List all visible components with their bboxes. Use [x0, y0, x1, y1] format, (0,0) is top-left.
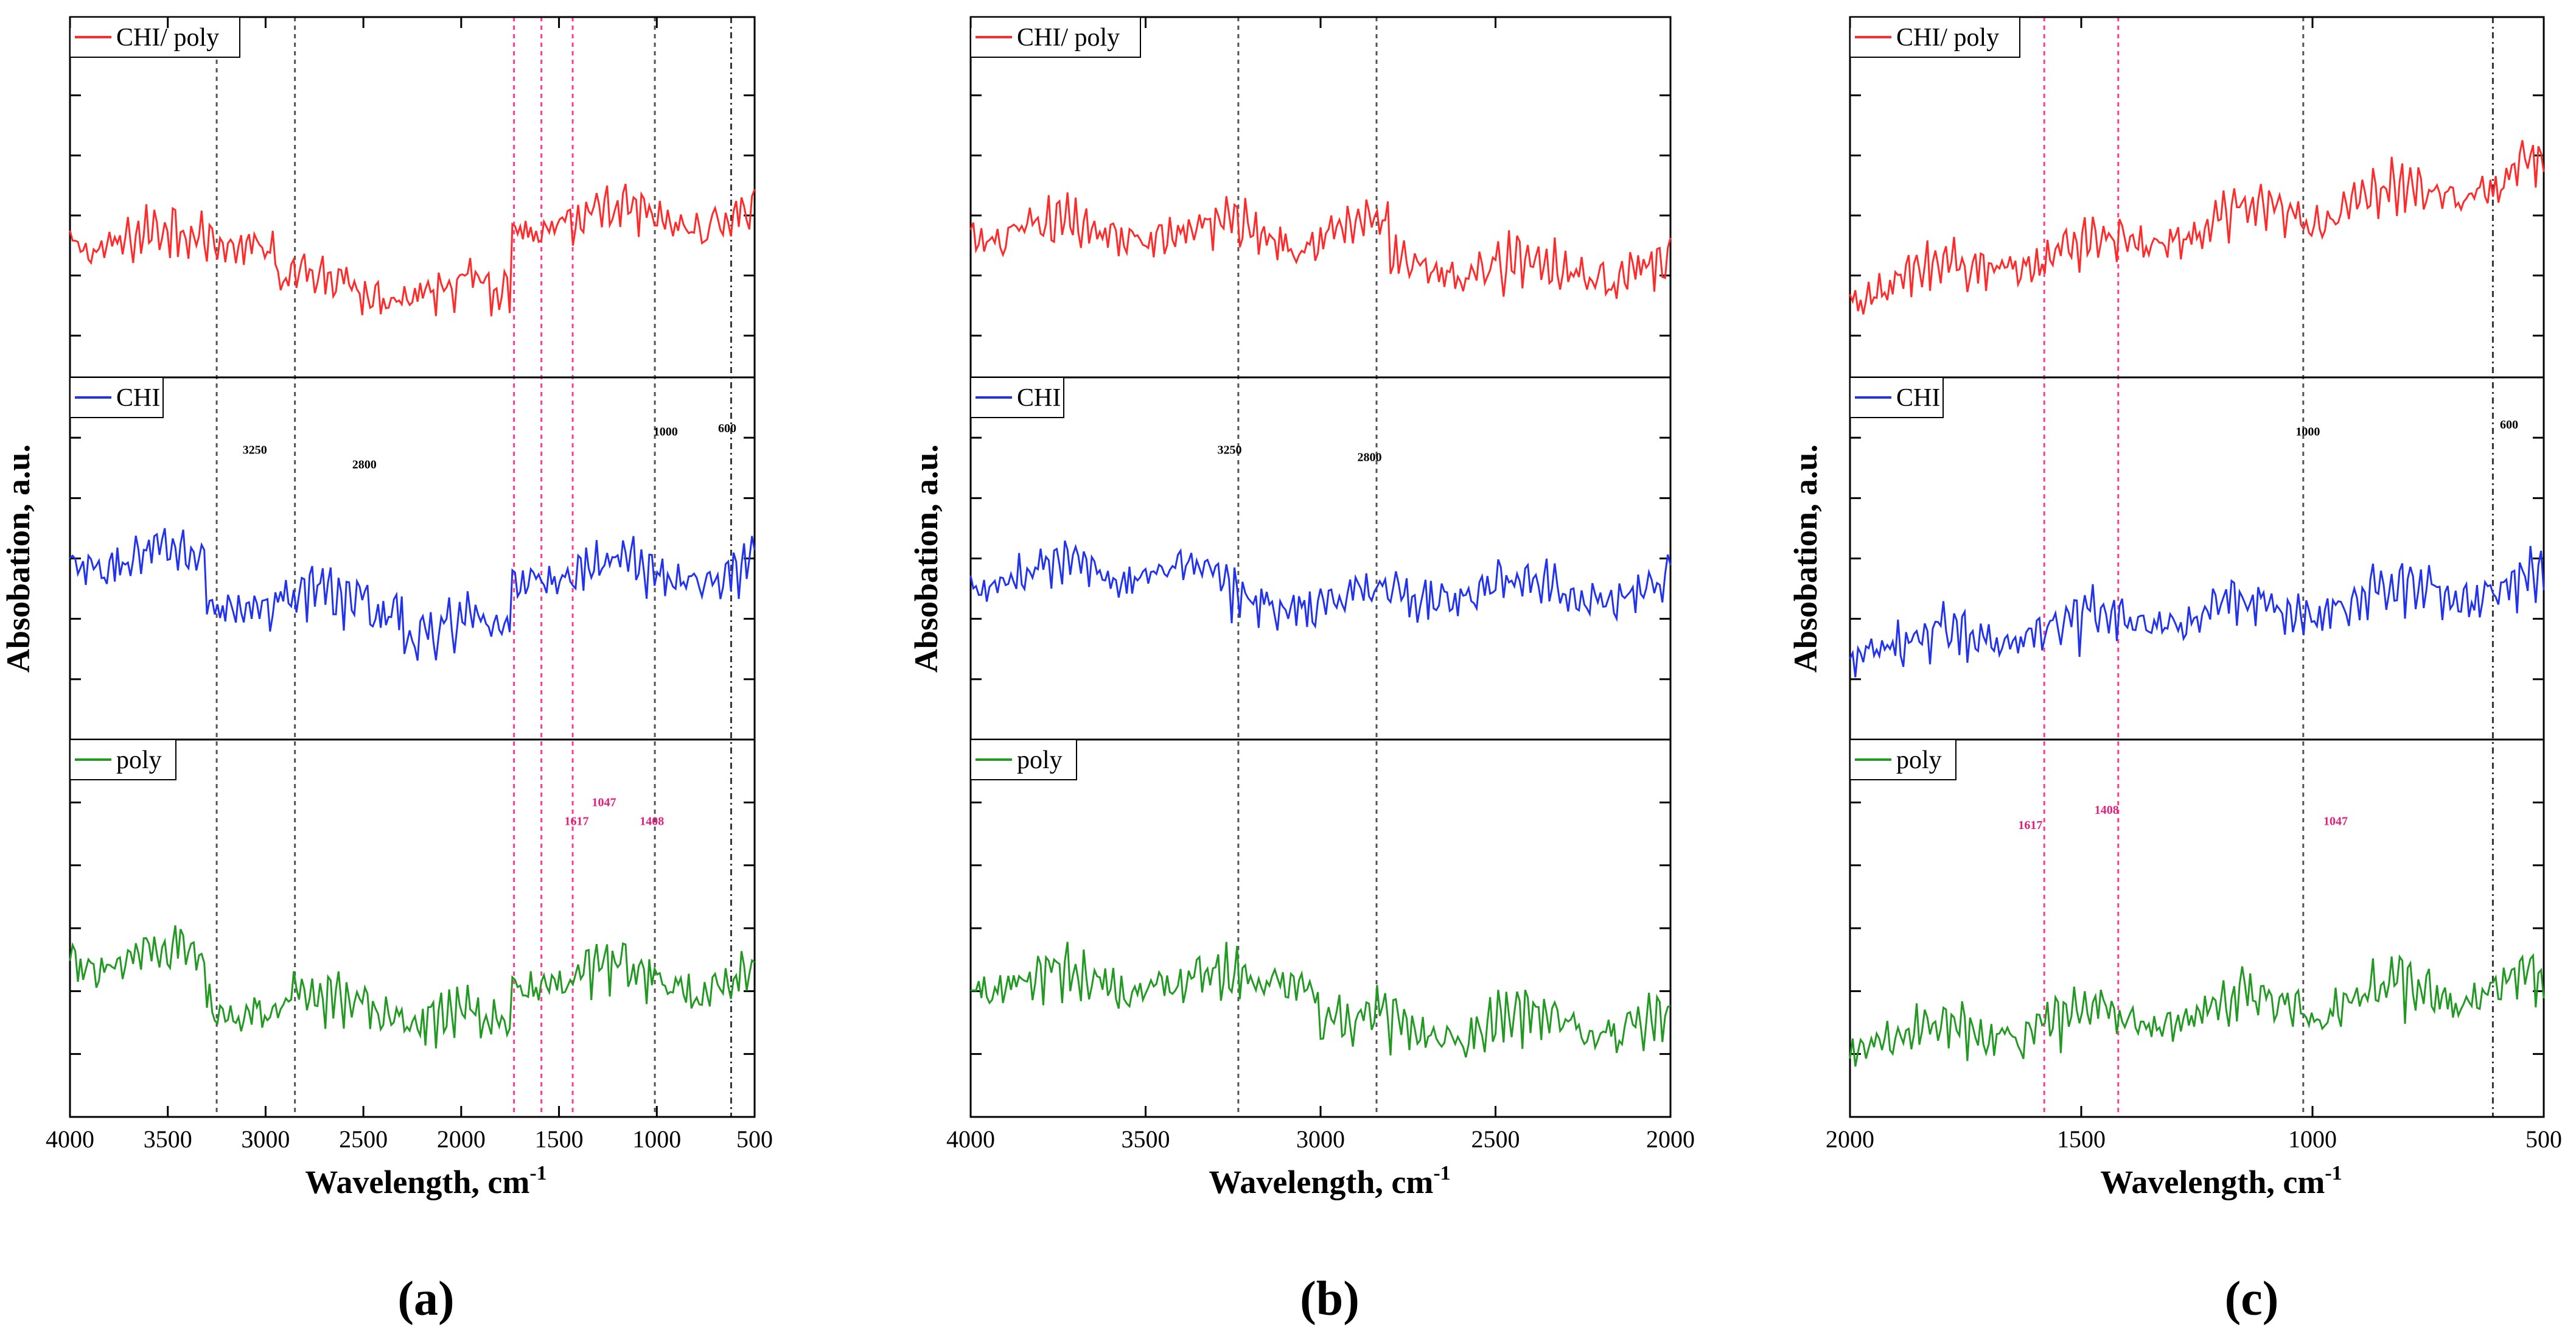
- legend-poly: poly: [69, 739, 176, 780]
- x-tick-label: 3000: [241, 1125, 290, 1153]
- spectrum-line: [1849, 140, 2545, 315]
- legend-chipoly: CHI/ poly: [1849, 16, 2020, 58]
- peak-annotation: 1617: [565, 815, 589, 828]
- legend-chipoly: CHI/ poly: [69, 16, 240, 58]
- peak-annotation: 2800: [352, 458, 377, 471]
- x-axis-label-text: Wavelength, cm: [1209, 1164, 1433, 1200]
- peak-annotation: 1408: [2095, 803, 2119, 817]
- x-tick-label: 4000: [46, 1125, 94, 1153]
- x-tick-label: 4000: [946, 1125, 995, 1153]
- legend-label: CHI: [1896, 384, 1940, 412]
- x-axis-label: Wavelength, cm-1: [305, 1162, 546, 1200]
- x-axis-label-sup: -1: [529, 1162, 546, 1184]
- panel-frame: [1849, 738, 2545, 1118]
- legend-chi: CHI: [1849, 377, 1944, 418]
- spectrum-line: [1849, 545, 2545, 677]
- x-tick-label: 3500: [1122, 1125, 1170, 1153]
- panel-frame: [1849, 376, 2545, 741]
- legend-label: poly: [1896, 746, 1942, 774]
- peak-annotation: 1617: [2018, 819, 2042, 832]
- peak-annotation: 2800: [1358, 450, 1382, 464]
- x-tick-label: 2500: [339, 1125, 388, 1153]
- x-tick-label: 1500: [535, 1125, 584, 1153]
- legend-label: poly: [116, 746, 162, 774]
- x-tick-label: 1500: [2057, 1125, 2106, 1153]
- x-tick-label: 2000: [437, 1125, 486, 1153]
- figure-caption: (c): [2225, 1272, 2279, 1326]
- legend-label: CHI/ poly: [116, 24, 219, 52]
- panel-frame: [969, 16, 1672, 379]
- peak-annotation: 600: [2500, 418, 2518, 432]
- figure-2: CHI/ poly CHI poly 4000 3500 3000 2500 2000 Wave…: [908, 16, 1695, 1326]
- peak-annotation: 1408: [640, 815, 664, 828]
- legend-label: CHI/ poly: [1017, 24, 1120, 52]
- legend-poly: poly: [1849, 739, 1956, 780]
- x-tick-label: 500: [736, 1125, 773, 1153]
- spectrum-line: [969, 540, 1672, 631]
- x-tick-label: 3000: [1296, 1125, 1345, 1153]
- x-axis-label: Wavelength, cm-1: [1209, 1162, 1450, 1200]
- x-tick-label: 2000: [1646, 1125, 1695, 1153]
- y-axis-label: Absobation, a.u.: [0, 444, 37, 673]
- panel-frame: [69, 16, 756, 379]
- panel-frame: [969, 738, 1672, 1118]
- x-tick-label: 2500: [1471, 1125, 1520, 1153]
- figure-caption: (a): [397, 1272, 454, 1326]
- x-tick-label: 1000: [632, 1125, 681, 1153]
- x-axis-label-sup: -1: [2325, 1162, 2342, 1184]
- y-axis-label: Absobation, a.u.: [1787, 444, 1824, 673]
- x-tick-label: 2000: [1826, 1125, 1874, 1153]
- spectrum-line: [970, 942, 1671, 1058]
- legend-label: CHI: [116, 384, 160, 412]
- spectrum-line: [969, 192, 1672, 299]
- legend-chi: CHI: [970, 377, 1064, 418]
- spectrum-line: [69, 528, 756, 661]
- x-tick-label: 1000: [2288, 1125, 2337, 1153]
- x-axis-label-sup: -1: [1433, 1162, 1450, 1184]
- x-tick-label: 500: [2525, 1125, 2562, 1153]
- x-axis-label-text: Wavelength, cm: [2100, 1164, 2325, 1200]
- spectrum-line: [1849, 953, 2545, 1067]
- peak-annotation: 1000: [654, 425, 678, 439]
- peak-annotation: 1000: [2295, 425, 2320, 439]
- panel-frame: [69, 738, 756, 1118]
- figure-1: CHI/ poly CHI poly 4000 3500 3000 2500 2000 1500…: [0, 16, 773, 1326]
- y-axis-label: Absobation, a.u.: [908, 444, 944, 673]
- panel-frame: [969, 376, 1672, 741]
- figure-3: CHI/ poly CHI poly 2000 1500 1000 500 Wavelengt…: [1787, 16, 2562, 1326]
- figure-caption: (b): [1300, 1272, 1360, 1326]
- x-axis-label: Wavelength, cm-1: [2100, 1162, 2342, 1200]
- legend-chi: CHI: [69, 377, 164, 418]
- peak-annotation: 1047: [2323, 815, 2348, 828]
- spectrum-line: [69, 925, 755, 1049]
- legend-chipoly: CHI/ poly: [970, 16, 1141, 58]
- legend-poly: poly: [970, 739, 1077, 780]
- x-axis-label-text: Wavelength, cm: [305, 1164, 529, 1200]
- legend-label: poly: [1017, 746, 1063, 774]
- peak-annotation: 600: [718, 422, 736, 435]
- legend-label: CHI/ poly: [1896, 24, 1999, 52]
- peak-annotation: 1047: [592, 796, 616, 810]
- peak-annotation: 3250: [1218, 443, 1242, 457]
- spectrum-line: [69, 183, 756, 317]
- legend-label: CHI: [1017, 384, 1061, 412]
- peak-annotation: 3250: [243, 443, 267, 457]
- x-tick-label: 3500: [144, 1125, 192, 1153]
